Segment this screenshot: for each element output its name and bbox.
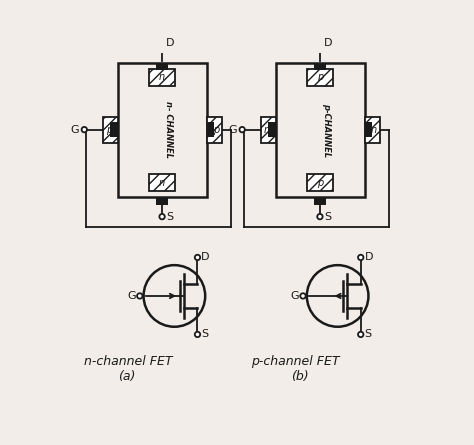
- Text: (a): (a): [118, 370, 136, 383]
- Text: G: G: [228, 125, 237, 135]
- Bar: [307, 69, 333, 86]
- Circle shape: [195, 332, 200, 337]
- Text: G: G: [71, 125, 79, 135]
- Bar: [149, 174, 175, 191]
- Bar: [365, 122, 372, 138]
- Circle shape: [239, 127, 245, 132]
- Text: (b): (b): [292, 370, 309, 383]
- Text: D: D: [365, 252, 373, 263]
- Bar: [365, 117, 380, 143]
- Bar: [314, 63, 326, 70]
- Bar: [307, 174, 333, 191]
- Text: p-channel FET: p-channel FET: [251, 355, 340, 368]
- Bar: [156, 63, 168, 70]
- Text: G: G: [127, 291, 136, 301]
- Text: S: S: [201, 329, 209, 340]
- Text: S: S: [166, 212, 173, 222]
- Bar: [156, 198, 168, 205]
- Bar: [276, 63, 365, 198]
- Text: n: n: [159, 178, 165, 188]
- Text: S: S: [324, 212, 331, 222]
- Circle shape: [159, 214, 165, 219]
- Text: p-CHANNEL: p-CHANNEL: [321, 102, 330, 157]
- Bar: [149, 69, 175, 86]
- Text: S: S: [365, 329, 372, 340]
- Text: n- CHANNEL: n- CHANNEL: [164, 101, 173, 158]
- Text: D: D: [166, 38, 174, 49]
- Text: D: D: [324, 38, 332, 49]
- Bar: [103, 117, 118, 143]
- Text: G: G: [290, 291, 299, 301]
- Circle shape: [137, 293, 143, 299]
- Bar: [261, 117, 276, 143]
- Circle shape: [195, 255, 200, 260]
- Text: n: n: [371, 125, 377, 135]
- Text: n: n: [264, 125, 270, 135]
- Circle shape: [317, 40, 323, 46]
- Bar: [110, 122, 118, 138]
- Text: p: p: [317, 72, 323, 82]
- Bar: [207, 117, 222, 143]
- Bar: [268, 122, 276, 138]
- Text: n-channel FET: n-channel FET: [83, 355, 172, 368]
- Text: n: n: [159, 72, 165, 82]
- Text: D: D: [201, 252, 210, 263]
- Circle shape: [358, 255, 364, 260]
- Circle shape: [358, 332, 364, 337]
- Bar: [314, 198, 326, 205]
- Text: p: p: [106, 125, 112, 135]
- Text: p: p: [317, 178, 323, 188]
- Bar: [118, 63, 207, 198]
- Bar: [207, 122, 214, 138]
- Circle shape: [317, 214, 323, 219]
- Circle shape: [301, 293, 306, 299]
- Circle shape: [159, 40, 165, 46]
- Text: p: p: [213, 125, 219, 135]
- Circle shape: [82, 127, 87, 132]
